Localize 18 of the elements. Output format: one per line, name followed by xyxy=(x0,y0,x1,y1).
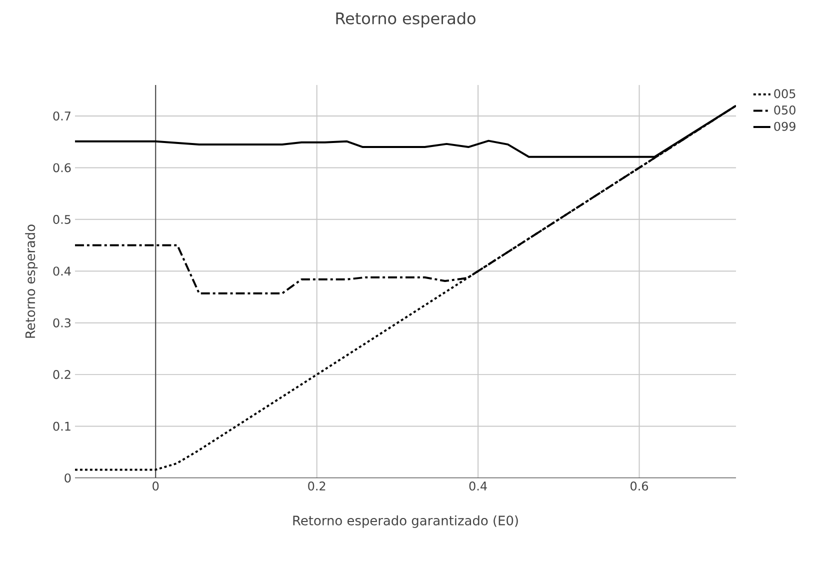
legend-label: 099 xyxy=(774,122,796,131)
y-tick-label: 0.7 xyxy=(53,111,70,121)
y-tick-label: 0.2 xyxy=(53,370,70,380)
x-tick-label: 0.2 xyxy=(308,482,326,491)
x-tick-label: 0.6 xyxy=(630,482,648,491)
y-tick-label: 0 xyxy=(64,473,71,483)
y-axis-title: Retorno esperado xyxy=(25,224,38,338)
y-tick-label: 0.5 xyxy=(53,214,70,224)
y-tick-label: 0.6 xyxy=(53,163,71,172)
x-axis-title: Retorno esperado garantizado (E0) xyxy=(293,515,518,528)
x-tick-label: 0 xyxy=(152,482,159,491)
chart-title: Retorno esperado xyxy=(336,12,476,28)
legend-label: 005 xyxy=(774,89,796,98)
legend-label: 050 xyxy=(774,106,796,115)
y-tick-label: 0.4 xyxy=(53,266,71,276)
x-tick-label: 0.4 xyxy=(469,482,487,491)
y-tick-label: 0.1 xyxy=(53,422,70,431)
y-tick-label: 0.3 xyxy=(53,318,71,328)
